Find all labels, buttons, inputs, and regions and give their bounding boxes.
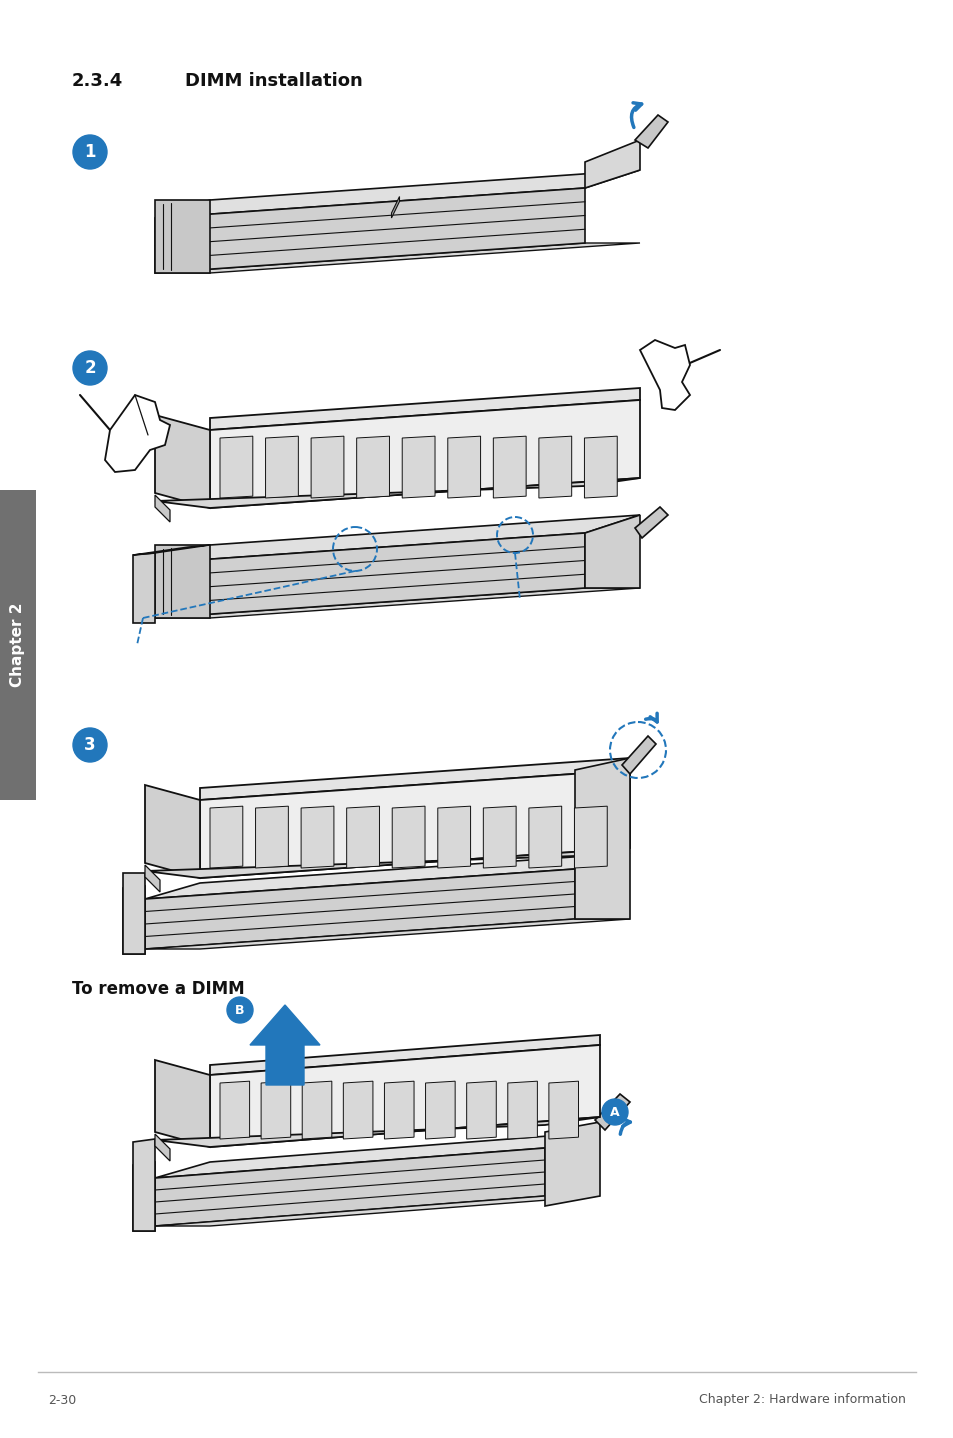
Polygon shape (584, 515, 639, 588)
Polygon shape (145, 848, 629, 879)
Polygon shape (132, 1162, 154, 1231)
Polygon shape (425, 1081, 455, 1139)
Polygon shape (145, 869, 575, 949)
Polygon shape (154, 1148, 544, 1227)
Polygon shape (154, 1117, 599, 1148)
Polygon shape (447, 436, 480, 498)
Polygon shape (145, 919, 629, 949)
FancyArrow shape (250, 1005, 319, 1086)
Polygon shape (265, 436, 298, 498)
Polygon shape (261, 1081, 291, 1139)
Polygon shape (145, 785, 200, 879)
Polygon shape (210, 1045, 599, 1148)
Polygon shape (302, 1081, 332, 1139)
Polygon shape (200, 769, 629, 879)
Text: B: B (235, 1004, 245, 1017)
Circle shape (73, 351, 107, 385)
Polygon shape (200, 758, 629, 800)
Polygon shape (154, 495, 170, 522)
Polygon shape (123, 873, 145, 953)
Text: To remove a DIMM: To remove a DIMM (71, 981, 244, 998)
Polygon shape (154, 416, 210, 508)
Text: DIMM installation: DIMM installation (185, 72, 362, 91)
Polygon shape (635, 508, 667, 538)
Polygon shape (154, 533, 584, 618)
Polygon shape (301, 807, 334, 869)
Polygon shape (255, 807, 288, 869)
Polygon shape (210, 388, 639, 430)
Text: Chapter 2: Chapter 2 (10, 603, 26, 687)
Polygon shape (132, 545, 210, 555)
Polygon shape (356, 436, 389, 498)
Polygon shape (538, 436, 571, 498)
Polygon shape (132, 554, 154, 623)
Polygon shape (574, 807, 607, 869)
Polygon shape (132, 1139, 154, 1231)
Text: 1: 1 (84, 142, 95, 161)
Polygon shape (437, 807, 470, 869)
Polygon shape (402, 436, 435, 498)
Polygon shape (507, 1081, 537, 1139)
Text: 2.3.4: 2.3.4 (71, 72, 123, 91)
Circle shape (73, 728, 107, 762)
Polygon shape (391, 197, 399, 219)
Polygon shape (384, 1081, 414, 1139)
Polygon shape (466, 1081, 496, 1139)
Polygon shape (392, 807, 425, 869)
Polygon shape (584, 139, 639, 188)
Polygon shape (528, 807, 561, 869)
Polygon shape (544, 1122, 599, 1206)
Polygon shape (154, 588, 639, 618)
Polygon shape (154, 188, 584, 273)
Polygon shape (145, 853, 629, 899)
Text: Chapter 2: Hardware information: Chapter 2: Hardware information (699, 1393, 905, 1406)
Polygon shape (154, 515, 639, 564)
Polygon shape (621, 736, 656, 774)
Polygon shape (210, 1035, 599, 1076)
Polygon shape (220, 436, 253, 498)
Polygon shape (154, 545, 210, 618)
Polygon shape (346, 807, 379, 869)
Text: A: A (610, 1106, 619, 1119)
Polygon shape (311, 436, 343, 498)
Polygon shape (105, 395, 170, 472)
Circle shape (601, 1099, 627, 1125)
Polygon shape (584, 436, 617, 498)
Polygon shape (154, 477, 639, 508)
Polygon shape (595, 1094, 629, 1130)
Polygon shape (210, 807, 243, 869)
Circle shape (227, 997, 253, 1022)
Text: 2-30: 2-30 (48, 1393, 76, 1406)
Polygon shape (548, 1081, 578, 1139)
Polygon shape (145, 866, 160, 892)
Polygon shape (154, 200, 210, 273)
Text: 3: 3 (84, 736, 95, 754)
Polygon shape (343, 1081, 373, 1139)
Bar (0, 490, 36, 800)
Polygon shape (483, 807, 516, 869)
Text: 2: 2 (84, 360, 95, 377)
Circle shape (73, 135, 107, 170)
Polygon shape (154, 1132, 599, 1178)
Polygon shape (154, 170, 639, 219)
Polygon shape (154, 1060, 210, 1148)
Polygon shape (154, 1196, 599, 1227)
Polygon shape (635, 115, 667, 148)
Polygon shape (220, 1081, 250, 1139)
Polygon shape (575, 758, 629, 919)
Polygon shape (639, 339, 689, 410)
Polygon shape (493, 436, 526, 498)
Polygon shape (210, 400, 639, 508)
Polygon shape (154, 1135, 170, 1160)
Polygon shape (154, 243, 639, 273)
Polygon shape (123, 886, 145, 953)
